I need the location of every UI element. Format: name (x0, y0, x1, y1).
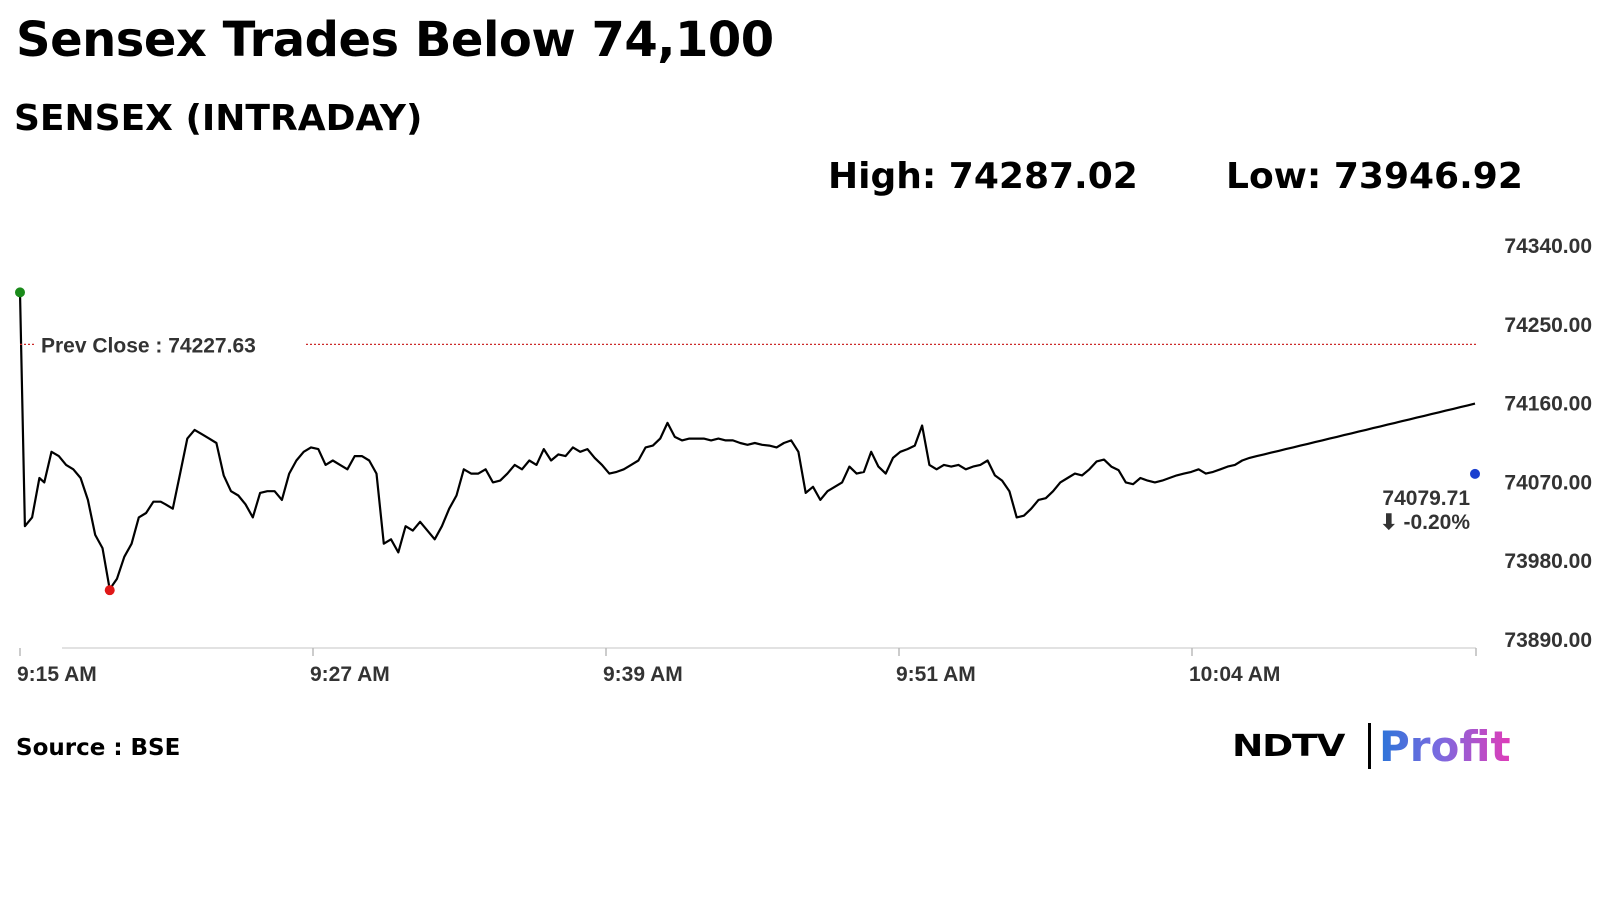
logo-product: Profit (1379, 721, 1511, 771)
high-marker (15, 287, 25, 298)
last-marker (1470, 468, 1480, 479)
logo-brand: NDTV (1232, 728, 1345, 764)
last-value-label: 74079.71 (1382, 487, 1470, 510)
x-tick-label: 9:51 AM (896, 663, 976, 686)
low-value: Low: 73946.92 (1226, 156, 1523, 197)
x-tick-label: 9:15 AM (17, 663, 97, 686)
ndtv-profit-logo: NDTV Profit (1232, 718, 1511, 774)
y-axis: 74340.00 74250.00 74160.00 74070.00 73980.00… (1504, 235, 1592, 652)
x-tick-label: 9:27 AM (310, 663, 390, 686)
x-tick-label: 9:39 AM (603, 663, 683, 686)
high-value: High: 74287.02 (828, 156, 1138, 197)
y-tick-label: 74340.00 (1504, 235, 1592, 258)
headline: Sensex Trades Below 74,100 (16, 12, 774, 68)
source-note: Source : BSE (16, 735, 181, 761)
y-tick-label: 73890.00 (1504, 629, 1592, 652)
x-axis: 9:15 AM 9:27 AM 9:39 AM 9:51 AM 10:04 AM (17, 647, 1477, 686)
y-tick-label: 74070.00 (1504, 471, 1592, 494)
logo-divider (1368, 723, 1371, 769)
y-tick-label: 74160.00 (1504, 393, 1592, 416)
change-percent-label: ⬇ -0.20% (1380, 511, 1470, 534)
low-marker (104, 585, 115, 596)
prev-close-label: Prev Close : 74227.63 (41, 334, 256, 357)
y-tick-label: 74250.00 (1504, 314, 1592, 337)
sensex-series-line (18, 292, 1476, 591)
chart-subtitle: SENSEX (INTRADAY) (14, 98, 423, 139)
x-tick-label: 10:04 AM (1189, 663, 1280, 686)
y-tick-label: 73980.00 (1504, 550, 1592, 573)
